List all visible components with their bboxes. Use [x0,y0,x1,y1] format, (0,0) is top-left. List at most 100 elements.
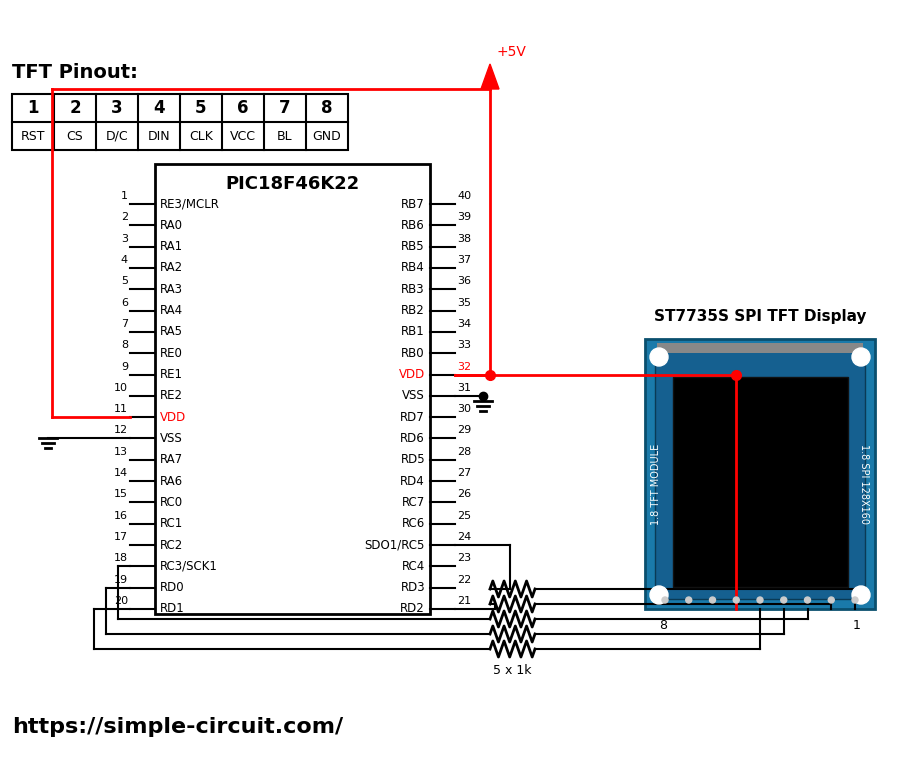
Text: RB4: RB4 [401,261,425,275]
Text: 35: 35 [457,298,471,307]
Text: VSS: VSS [160,432,183,445]
Text: 9: 9 [121,361,128,371]
Text: 23: 23 [457,553,471,563]
Text: RC3/SCK1: RC3/SCK1 [160,560,218,573]
Text: RA5: RA5 [160,326,183,339]
Text: 4: 4 [153,99,165,117]
Text: 2: 2 [69,99,81,117]
Text: RB5: RB5 [401,240,425,254]
Text: VDD: VDD [399,368,425,381]
Text: 2: 2 [121,213,128,222]
Text: RB3: RB3 [401,283,425,296]
Circle shape [852,348,870,366]
Text: 1.8 SPI 128X160: 1.8 SPI 128X160 [859,444,869,524]
Text: 11: 11 [114,404,128,414]
Text: RE1: RE1 [160,368,183,381]
Text: RA2: RA2 [160,261,183,275]
Text: VCC: VCC [230,130,256,143]
Text: GND: GND [312,130,341,143]
Bar [645,339,875,609]
Text: RC1: RC1 [160,517,183,531]
Text: 6: 6 [237,99,249,117]
Text: 31: 31 [457,383,471,393]
Text: 5 x 1k: 5 x 1k [493,664,532,677]
Text: 25: 25 [457,511,471,521]
Circle shape [852,597,858,603]
Circle shape [828,597,834,603]
Circle shape [650,586,668,604]
Text: RA4: RA4 [160,304,183,317]
Circle shape [852,586,870,604]
Text: RC7: RC7 [401,496,425,509]
Text: 26: 26 [457,490,471,499]
Text: RE0: RE0 [160,347,183,360]
Text: 13: 13 [114,447,128,457]
Text: RC4: RC4 [401,560,425,573]
Text: RD1: RD1 [160,603,184,616]
Text: 17: 17 [114,532,128,542]
Circle shape [662,597,668,603]
Text: 24: 24 [457,532,471,542]
Text: RD2: RD2 [400,603,425,616]
Bar [655,349,865,599]
Text: CS: CS [66,130,84,143]
Bar [12,94,348,150]
Text: 1: 1 [27,99,39,117]
Circle shape [650,348,668,366]
Text: 10: 10 [114,383,128,393]
Text: 29: 29 [457,426,471,436]
Circle shape [804,597,811,603]
Bar [155,164,430,614]
Circle shape [709,597,716,603]
Text: PIC18F46K22: PIC18F46K22 [225,175,360,193]
Text: RA6: RA6 [160,474,183,487]
Text: ST7735S SPI TFT Display: ST7735S SPI TFT Display [654,309,866,324]
Text: 39: 39 [457,213,471,222]
Text: 1.8 TFT MODULE: 1.8 TFT MODULE [651,443,661,524]
Text: RC2: RC2 [160,539,183,552]
Text: 36: 36 [457,276,471,286]
Text: 15: 15 [114,490,128,499]
Text: 14: 14 [114,468,128,478]
Text: RD4: RD4 [400,474,425,487]
Text: 34: 34 [457,319,471,329]
Text: SDO1/RC5: SDO1/RC5 [365,539,425,552]
Text: RA7: RA7 [160,453,183,466]
Text: RE2: RE2 [160,389,183,402]
Text: 27: 27 [457,468,471,478]
Text: 28: 28 [457,447,471,457]
Text: 3: 3 [121,234,128,244]
Text: RA3: RA3 [160,283,183,296]
Circle shape [734,597,739,603]
Text: RD0: RD0 [160,581,184,594]
Text: RE3/MCLR: RE3/MCLR [160,197,220,210]
Text: 1: 1 [121,191,128,201]
Bar [657,343,863,353]
Text: RST: RST [21,130,45,143]
Text: RD7: RD7 [400,411,425,424]
Text: 8: 8 [321,99,332,117]
Text: 32: 32 [457,361,471,371]
Circle shape [686,597,692,603]
Text: DIN: DIN [148,130,171,143]
Text: 16: 16 [114,511,128,521]
Text: 33: 33 [457,340,471,350]
Text: 37: 37 [457,255,471,265]
Text: RA0: RA0 [160,219,183,231]
Text: 19: 19 [114,575,128,584]
Text: BL: BL [277,130,292,143]
Text: 12: 12 [114,426,128,436]
Text: RB6: RB6 [401,219,425,231]
Text: RD3: RD3 [400,581,425,594]
Text: 8: 8 [659,619,667,632]
Text: 8: 8 [121,340,128,350]
Text: D/C: D/C [105,130,128,143]
Text: 21: 21 [457,596,471,606]
Text: 18: 18 [114,553,128,563]
Text: RB0: RB0 [401,347,425,360]
Text: 1: 1 [853,619,861,632]
Text: VDD: VDD [160,411,186,424]
Text: 6: 6 [121,298,128,307]
Text: VSS: VSS [402,389,425,402]
Text: 3: 3 [111,99,123,117]
